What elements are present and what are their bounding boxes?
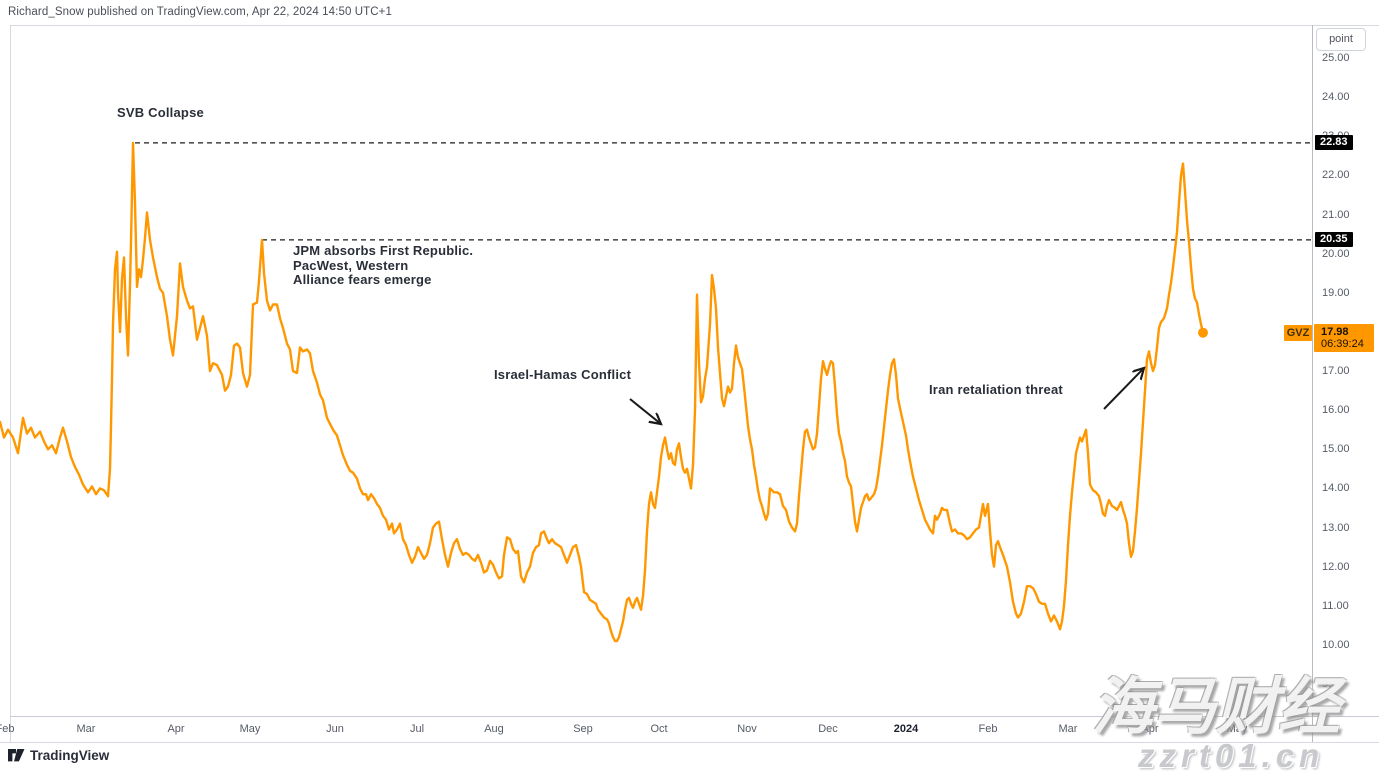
- x-axis-tick-Nov: Nov: [737, 723, 757, 735]
- y-axis-tick-20: 20.00: [1322, 247, 1350, 260]
- x-axis-tick-May: May: [239, 723, 261, 735]
- y-axis-tick-13: 13.00: [1322, 521, 1350, 534]
- y-axis-tick-14: 14.00: [1322, 482, 1350, 495]
- y-axis-tick-9: 9.00: [1322, 678, 1344, 690]
- bar-countdown: 06:39:24: [1321, 337, 1364, 350]
- x-axis-tick-Dec: Dec: [818, 723, 838, 735]
- y-axis-tick-21: 21.00: [1322, 208, 1350, 221]
- level-axis-label-22.83: 22.83: [1315, 134, 1353, 150]
- tradingview-logo-icon: [8, 749, 25, 762]
- x-axis-tick-Jun: Jun: [326, 723, 344, 735]
- x-axis-tick-Aug: Aug: [484, 723, 504, 735]
- x-axis-tick-Oct: Oct: [650, 723, 668, 735]
- chart-plot-area[interactable]: [10, 25, 1312, 716]
- price-unit-button[interactable]: point: [1316, 28, 1366, 51]
- symbol-label-gvz: GVZ: [1284, 324, 1312, 341]
- publish-title: Richard_Snow published on TradingView.co…: [8, 6, 392, 18]
- last-price-label: 17.98 06:39:24: [1314, 323, 1374, 352]
- y-axis-tick-10: 10.00: [1322, 638, 1350, 651]
- x-axis-tick-Mar: Mar: [76, 723, 96, 735]
- x-axis-tick-Jul: Jul: [409, 723, 425, 735]
- y-axis-tick-11: 11.00: [1322, 599, 1349, 612]
- tradingview-logo-text: TradingView: [30, 748, 110, 763]
- y-axis-tick-16: 16.00: [1322, 404, 1350, 417]
- price-axis-border: [1312, 25, 1313, 742]
- x-axis-tick-Feb: Feb: [0, 723, 15, 735]
- time-axis-border: [10, 716, 1379, 717]
- annotation-israel-hamas: Israel-Hamas Conflict: [494, 367, 632, 382]
- last-price-value: 17.98: [1321, 325, 1349, 338]
- y-axis-tick-12: 12.00: [1322, 560, 1350, 573]
- level-axis-label-20.35: 20.35: [1315, 231, 1353, 247]
- y-axis-tick-22: 22.00: [1322, 169, 1350, 182]
- annotation-iran-retaliation: Iran retaliation threat: [929, 382, 1063, 397]
- y-axis-tick-19: 19.00: [1322, 286, 1350, 299]
- annotation-jpm-first-republic: JPM absorbs First Republic. PacWest, Wes…: [293, 243, 474, 287]
- annotation-svb-collapse: SVB Collapse: [117, 105, 204, 120]
- x-axis-tick-Apr: Apr: [1141, 723, 1159, 735]
- y-axis-tick-25: 25.00: [1322, 52, 1350, 64]
- y-axis-tick-15: 15.00: [1322, 443, 1350, 456]
- plot-top-border: [10, 25, 1379, 26]
- x-axis-tick-2024: 2024: [893, 723, 919, 735]
- x-axis-tick-May: May: [1226, 723, 1248, 735]
- tradingview-attribution[interactable]: TradingView: [8, 748, 109, 763]
- x-axis-tick-Sep: Sep: [573, 723, 593, 735]
- x-axis-tick-Apr: Apr: [167, 723, 185, 735]
- y-axis-tick-17: 17.00: [1322, 365, 1350, 377]
- time-axis-bottom-border: [0, 742, 1379, 743]
- x-axis-tick-Mar: Mar: [1058, 723, 1078, 735]
- x-axis-tick-Feb: Feb: [978, 723, 998, 735]
- y-axis-tick-24: 24.00: [1322, 91, 1350, 104]
